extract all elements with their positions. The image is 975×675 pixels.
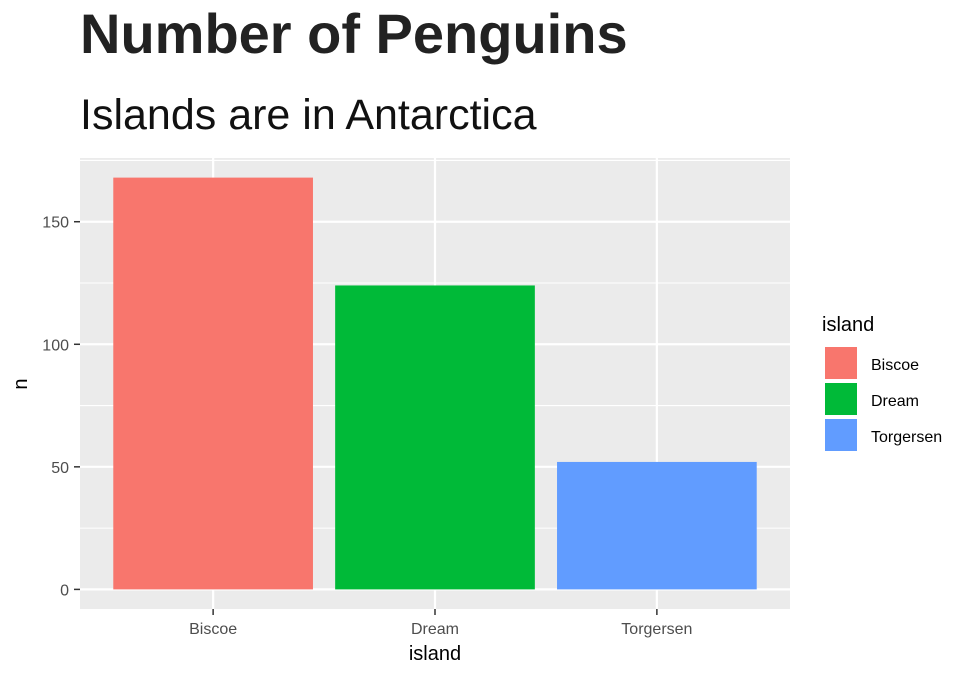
legend-label: Dream bbox=[871, 393, 919, 410]
y-tick-label: 100 bbox=[42, 337, 69, 354]
x-tick-label: Torgersen bbox=[621, 621, 692, 638]
bar-biscoe bbox=[113, 177, 313, 590]
bars bbox=[113, 177, 757, 590]
legend-label: Biscoe bbox=[871, 357, 919, 374]
y-tick-label: 50 bbox=[51, 460, 69, 477]
bar-torgersen bbox=[557, 461, 757, 590]
legend-key bbox=[823, 381, 859, 417]
legend-label: Torgersen bbox=[871, 429, 942, 446]
axis-ticks: 0 50 100 150 Biscoe Dream Torgersen bbox=[42, 215, 692, 638]
x-tick-label: Biscoe bbox=[189, 621, 237, 638]
y-axis-title: n bbox=[10, 378, 32, 389]
legend-key bbox=[823, 345, 859, 381]
legend: island Biscoe Dream Torgersen bbox=[822, 314, 942, 453]
x-tick-label: Dream bbox=[411, 621, 459, 638]
y-tick-label: 150 bbox=[42, 215, 69, 232]
legend-key bbox=[823, 417, 859, 453]
legend-title: island bbox=[822, 314, 874, 336]
x-axis-title: island bbox=[409, 643, 461, 665]
chart-title: Number of Penguins bbox=[80, 2, 628, 65]
chart-subtitle: Islands are in Antarctica bbox=[80, 91, 537, 139]
y-tick-label: 0 bbox=[60, 582, 69, 599]
bar-dream bbox=[335, 285, 535, 590]
